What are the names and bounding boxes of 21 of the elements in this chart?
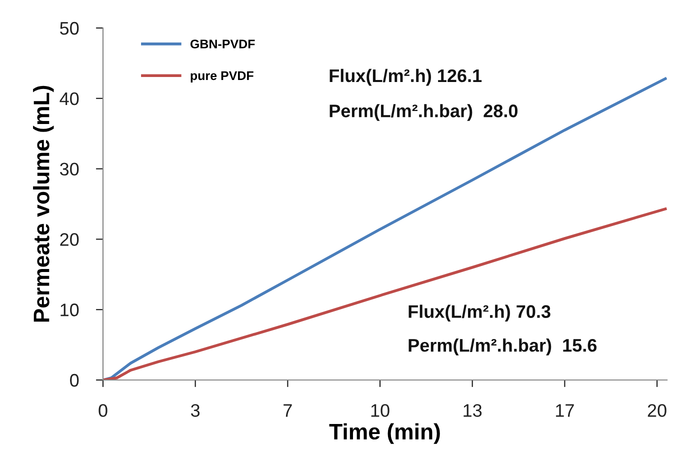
x-tick-label: 3 [190,404,200,417]
y-tick-label: 0 [70,374,79,387]
x-tick-label: 7 [284,404,292,417]
y-tick-label: 50 [60,22,79,35]
x-tick-label: 10 [371,404,390,417]
y-tick-label: 30 [60,162,79,176]
annotation: Flux(L/m².h) 126.1 [330,68,482,86]
y-axis-title: Permeate volume (mL) [33,86,54,322]
y-tick-label: 10 [60,304,79,316]
x-tick-label: 0 [98,404,108,417]
legend-label: pure PVDF [190,71,254,83]
legend-label: GBN-PVDF [190,40,255,48]
y-tick-label: 40 [60,92,79,106]
annotation: Perm(L/m².h.bar) 28.0 [330,104,518,121]
x-tick-label: 13 [464,404,482,417]
x-tick-label: 17 [556,404,574,417]
x-tick-label: 20 [648,404,666,417]
x-axis-title: Time (min) [329,423,440,444]
annotation: Flux(L/m².h) 70.3 [408,304,550,322]
annotation: Perm(L/m².h.bar) 15.6 [408,338,597,356]
y-tick-label: 20 [60,233,79,246]
